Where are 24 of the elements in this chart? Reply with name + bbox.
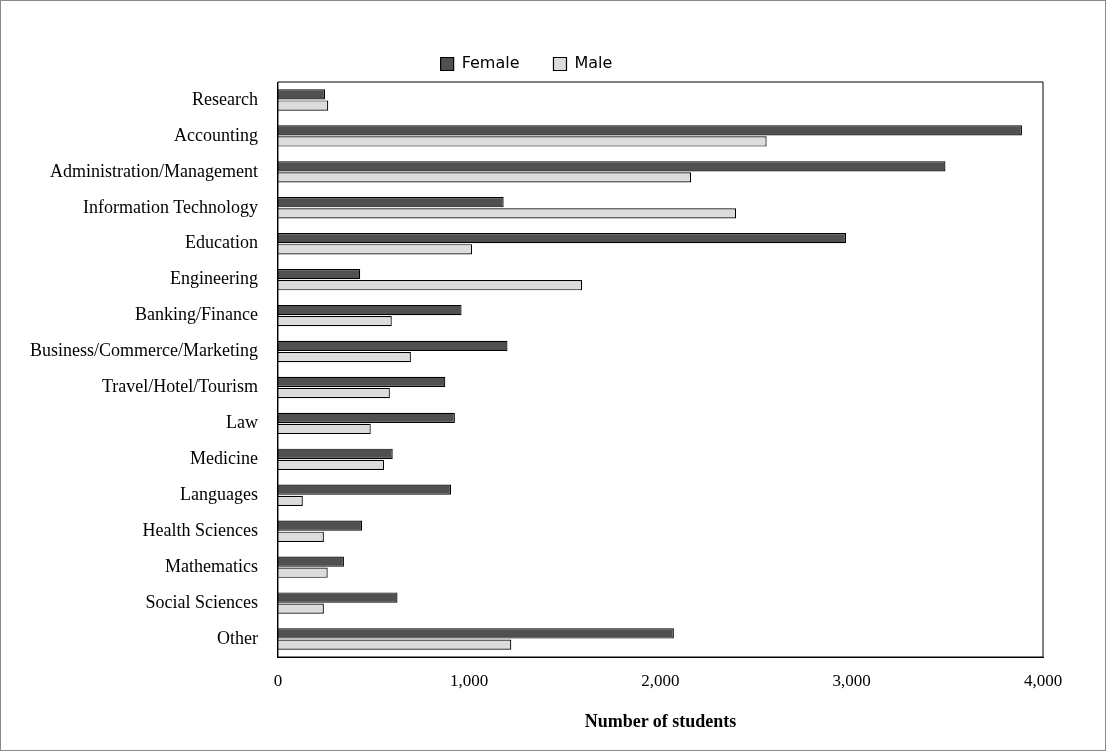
y-tick-label: Education bbox=[184, 232, 258, 253]
y-tick-label: Engineering bbox=[169, 268, 258, 289]
y-tick-label: Information Technology bbox=[83, 196, 258, 217]
y-tick-label: Medicine bbox=[189, 448, 258, 469]
y-tick-label: Accounting bbox=[173, 124, 258, 145]
legend-label: Male bbox=[574, 53, 613, 73]
x-tick-label: 3,000 bbox=[832, 670, 871, 690]
y-tick-label: Research bbox=[191, 88, 258, 109]
x-tick-label: 1,000 bbox=[450, 670, 489, 690]
y-tick-label: Languages bbox=[179, 484, 258, 505]
y-tick-label: Administration/Management bbox=[49, 160, 258, 181]
y-tick-label: Banking/Finance bbox=[134, 304, 258, 325]
x-axis-title: Number of students bbox=[584, 710, 737, 731]
x-tick-label: 2,000 bbox=[641, 670, 680, 690]
x-tick-label: 0 bbox=[273, 670, 283, 690]
legend-label: Female bbox=[461, 53, 520, 73]
y-tick-label: Mathematics bbox=[164, 555, 258, 576]
y-tick-label: Health Sciences bbox=[142, 519, 258, 540]
y-tick-label: Other bbox=[216, 627, 258, 648]
x-tick-label: 4,000 bbox=[1023, 670, 1063, 690]
y-tick-label: Business/Commerce/Marketing bbox=[29, 340, 258, 361]
y-tick-label: Law bbox=[225, 412, 258, 433]
y-tick-label: Social Sciences bbox=[145, 591, 258, 612]
y-tick-label: Travel/Hotel/Tourism bbox=[101, 376, 258, 397]
